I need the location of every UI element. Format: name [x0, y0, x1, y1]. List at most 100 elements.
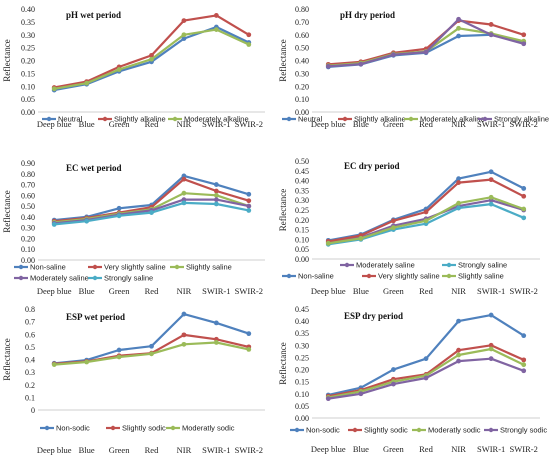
chart-title: ESP wet period: [66, 312, 125, 322]
data-point-slightly-alkaline: [488, 22, 494, 27]
data-point-non-sodic: [149, 343, 154, 349]
y-tick-label: 0.20: [295, 366, 309, 375]
data-point-non-sodic: [391, 367, 396, 372]
data-point-non-saline: [116, 205, 122, 211]
y-tick-label: 0.35: [295, 329, 309, 338]
x-tick-label: Deep blue: [311, 444, 346, 454]
data-point-slightly-saline: [488, 194, 494, 200]
data-point-strongly-sodic: [423, 375, 429, 381]
chart-title: pH dry period: [340, 10, 395, 20]
legend-label: Slightly alkaline: [114, 115, 166, 124]
data-point-moderately-alkaline: [51, 86, 57, 92]
x-tick-label: NIR: [451, 286, 466, 296]
data-point-moderately-alkaline: [149, 56, 154, 62]
legend-label: Slightly sodic: [364, 426, 408, 435]
chart-esp-wet-svg: 0 0.1 0.2 0.3 0.4 0.5 0.6 0.7 0.8 Deep blue Blue Gr…: [2, 305, 265, 455]
legend-marker: [18, 275, 24, 281]
legend-label: Neutral: [298, 115, 323, 124]
legend-marker: [408, 116, 414, 122]
y-tick-label: 0.10: [295, 390, 309, 399]
data-point-slightly-sodic: [181, 332, 187, 338]
y-tick-label: 0.20: [295, 82, 309, 91]
chart-title: ESP dry period: [344, 311, 403, 321]
series-line-slightly-alkaline: [328, 19, 525, 66]
data-point-strongly-saline: [246, 208, 252, 213]
y-tick-label: 0.30: [295, 196, 309, 205]
data-point-slightly-saline: [325, 240, 331, 246]
data-point-moderately-alkaline: [84, 80, 90, 86]
legend-marker: [342, 116, 348, 122]
y-tick-label: 0.2: [25, 381, 35, 390]
data-point-slightly-alkaline: [246, 32, 252, 38]
x-tick-label: NIR: [177, 445, 192, 455]
x-tick-label: SWIR-1: [477, 119, 505, 129]
legend-marker: [92, 275, 98, 281]
y-tick-label: 0.00: [21, 108, 35, 117]
x-tick-label: SWIR-2: [235, 445, 263, 455]
legend-marker: [286, 273, 292, 279]
legend-label: Slightly saline: [186, 263, 232, 272]
chart-esp-dry-svg: 0.00 0.05 0.10 0.15 0.20 0.25 0.30 0.35 0.40 0.45…: [278, 305, 547, 454]
data-point-moderatly-sodic: [213, 340, 219, 345]
data-point-moderatly-sodic: [116, 354, 122, 360]
y-tick-label: 0.20: [295, 216, 309, 225]
data-point-slightly-alkaline: [521, 32, 527, 38]
legend-label: Non-saline: [30, 263, 66, 272]
data-point-strongly-sodic: [358, 391, 364, 397]
legend-label: Moderatly sodic: [428, 426, 481, 435]
legend-label: Neutral: [58, 115, 83, 124]
x-tick-label: SWIR-1: [477, 286, 505, 296]
y-tick-label: 0.25: [21, 44, 35, 53]
data-point-moderatly-sodic: [488, 346, 494, 352]
data-point-strongly-alkaline: [358, 61, 364, 67]
y-tick-label: 0.45: [295, 167, 309, 176]
y-tick-label: 0.5: [25, 343, 35, 352]
chart-ec-dry-svg: 0.000.050.100.150.200.250.300.350.400.45…: [278, 157, 540, 296]
y-axis-label: Reflectance: [278, 189, 288, 231]
x-tick-label: Green: [109, 445, 131, 455]
y-tick-label: 0.35: [295, 186, 309, 195]
x-tick-label: SWIR-2: [235, 286, 263, 296]
data-point-non-saline: [213, 182, 219, 187]
y-tick-label: 0.20: [21, 234, 35, 243]
data-point-strongly-sodic: [488, 356, 494, 362]
y-tick-label: 0.50: [21, 202, 35, 211]
data-point-moderately-alkaline: [181, 32, 187, 38]
x-tick-label: Red: [145, 286, 159, 296]
x-tick-label: Deep blue: [37, 286, 72, 296]
data-point-moderately-alkaline: [456, 25, 461, 31]
data-point-strongly-sodic: [456, 358, 461, 364]
x-tick-label: Green: [383, 286, 405, 296]
data-point-moderatly-sodic: [456, 352, 461, 358]
legend-label: Non-saline: [298, 272, 334, 281]
data-point-slightly-sodic: [521, 357, 527, 363]
data-point-moderately-saline: [246, 203, 252, 209]
y-tick-label: 0.25: [295, 353, 309, 362]
data-point-moderatly-sodic: [51, 362, 57, 367]
data-point-slightly-saline: [213, 192, 219, 198]
y-tick-label: 0.90: [21, 159, 35, 168]
legend-marker: [446, 273, 452, 279]
data-point-strongly-alkaline: [521, 41, 527, 47]
y-axis-label: Reflectance: [2, 338, 12, 380]
legend-marker: [446, 262, 452, 268]
y-tick-label: 0.50: [295, 44, 309, 53]
data-point-moderately-alkaline: [246, 42, 252, 47]
y-tick-label: 0.80: [295, 5, 309, 14]
y-tick-label: 0.10: [21, 82, 35, 91]
y-tick-label: 0.15: [295, 226, 309, 235]
legend-label: Strongly saline: [104, 274, 153, 283]
data-point-slightly-alkaline: [181, 18, 187, 23]
x-tick-label: SWIR-2: [510, 444, 538, 454]
x-tick-label: Red: [419, 444, 433, 454]
legend-marker: [352, 427, 358, 433]
legend-label: Strongly alkaline: [494, 115, 549, 124]
data-point-strongly-saline: [456, 205, 461, 211]
data-point-strongly-saline: [116, 213, 122, 219]
data-point-very-slightly-saline: [423, 209, 429, 215]
y-tick-label: 0.30: [21, 31, 35, 40]
data-point-moderatly-sodic: [84, 359, 90, 365]
data-point-strongly-alkaline: [488, 32, 494, 38]
x-tick-label: SWIR-1: [202, 286, 230, 296]
data-point-strongly-alkaline: [456, 16, 461, 22]
